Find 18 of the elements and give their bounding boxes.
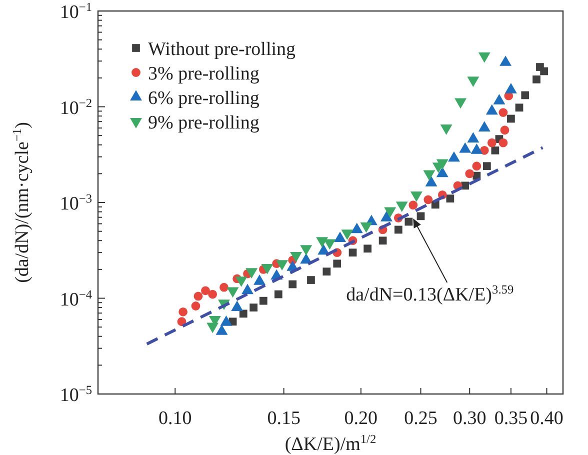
y-tick-label: 10$^{−4}$ [60, 287, 92, 310]
x-axis-title: (ΔK/E)/m$^{1/2}$ [284, 432, 376, 455]
y-tick-label: 10$^{−3}$ [60, 192, 92, 214]
x-tick-label: 0.10 [158, 408, 192, 429]
y-tick-label: 10$^{−2}$ [60, 96, 92, 119]
legend-label: 3% pre-rolling [148, 64, 260, 84]
x-tick-label: 0.30 [453, 408, 486, 429]
y-tick-label: 10$^{−5}$ [60, 383, 92, 406]
legend-label: 9% pre-rolling [148, 112, 260, 134]
legend-label: Without pre-rolling [148, 39, 296, 60]
legend-label: 6% pre-rolling [148, 88, 260, 109]
x-tick-label: 0.35 [494, 408, 528, 429]
x-tick-label: 0.20 [344, 408, 378, 429]
x-tick-label: 0.25 [404, 408, 438, 429]
annotation: da/dN=0.13(ΔK/E)$^{3.59}$ [346, 282, 514, 306]
y-tick-label: 10$^{−1}$ [60, 0, 92, 23]
x-tick-label: 0.40 [530, 408, 564, 429]
x-tick-label: 0.15 [267, 408, 300, 429]
